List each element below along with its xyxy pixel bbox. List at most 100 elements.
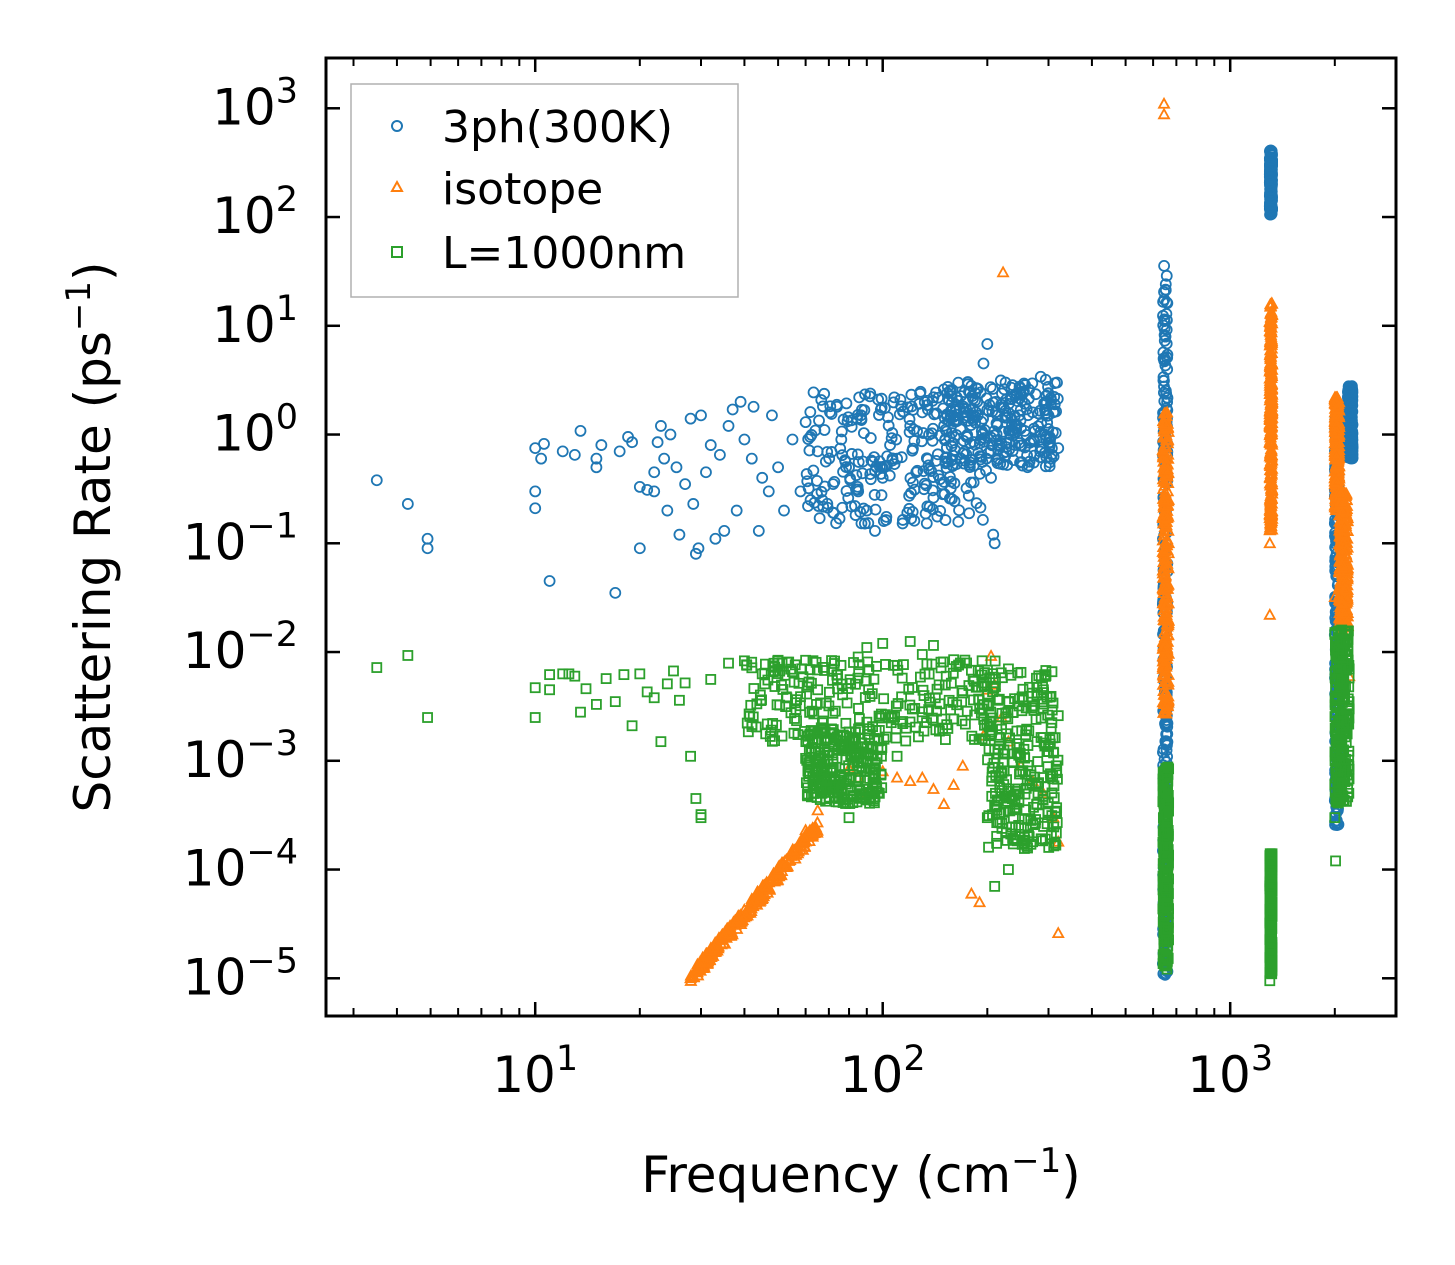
band-point — [891, 660, 903, 671]
band-point — [859, 388, 871, 401]
data-point — [695, 812, 707, 824]
band-point — [807, 826, 822, 838]
data-point — [996, 265, 1010, 278]
band-point — [1265, 406, 1279, 418]
band-point — [804, 706, 816, 718]
band-point — [1265, 144, 1277, 157]
band-point — [1042, 423, 1055, 435]
band-point — [894, 393, 907, 406]
band-point — [759, 678, 771, 690]
band-point — [1157, 544, 1172, 557]
band-point — [869, 503, 882, 516]
band-point — [1158, 334, 1171, 347]
data-point — [705, 674, 717, 685]
band-point — [1162, 844, 1174, 855]
band-point — [1051, 802, 1063, 814]
band-point — [1330, 409, 1344, 422]
data-point — [937, 383, 950, 396]
band-point — [923, 463, 935, 476]
data-point — [992, 452, 1005, 465]
data-point — [529, 485, 542, 498]
band-point — [1158, 510, 1172, 523]
band-point — [963, 461, 976, 474]
data-point — [987, 528, 1000, 541]
band-point — [805, 747, 817, 758]
data-point — [756, 471, 769, 484]
band-point — [1001, 411, 1014, 424]
band-point — [815, 394, 828, 406]
band-point — [882, 419, 895, 432]
series-2 — [371, 624, 1355, 987]
band-point — [1331, 637, 1343, 649]
data-point — [529, 502, 542, 515]
band-point — [927, 491, 940, 504]
data-point — [1042, 409, 1055, 422]
band-point — [1041, 416, 1054, 429]
band-point — [986, 790, 998, 802]
band-point — [739, 909, 753, 922]
band-point — [1340, 731, 1351, 743]
band-point — [940, 734, 951, 745]
band-point — [1340, 502, 1354, 514]
band-point — [950, 458, 963, 471]
band-point — [1163, 797, 1175, 809]
band-point — [826, 727, 838, 739]
band-point — [1337, 694, 1349, 706]
data-point — [758, 879, 773, 892]
data-point — [1335, 596, 1349, 609]
band-point — [1265, 964, 1276, 976]
data-point — [673, 528, 686, 541]
band-point — [1156, 443, 1170, 455]
data-point — [718, 524, 731, 537]
band-point — [1157, 346, 1170, 359]
band-point — [872, 741, 884, 753]
band-point — [989, 655, 1001, 667]
data-point — [1158, 702, 1172, 714]
band-point — [900, 722, 912, 734]
band-point — [835, 425, 848, 438]
data-point — [1343, 703, 1355, 715]
band-point — [828, 781, 840, 793]
band-point — [1343, 392, 1355, 405]
data-point — [973, 895, 987, 908]
band-point — [824, 406, 836, 419]
band-point — [921, 500, 934, 513]
band-point — [781, 692, 793, 704]
data-point — [1159, 841, 1171, 853]
data-point — [633, 542, 646, 555]
data-point — [811, 445, 824, 458]
band-point — [977, 513, 989, 526]
band-point — [840, 485, 853, 497]
data-point — [966, 664, 977, 676]
legend-label-isotope: isotope — [442, 164, 603, 215]
band-point — [874, 712, 886, 724]
band-point — [1037, 791, 1049, 802]
data-point — [641, 686, 653, 698]
band-point — [1265, 922, 1276, 934]
band-point — [972, 446, 985, 459]
band-point — [1048, 792, 1060, 803]
band-point — [807, 655, 819, 667]
y-tick-label: 10−5 — [183, 941, 298, 1006]
band-point — [908, 514, 921, 527]
band-point — [900, 735, 912, 747]
band-point — [1330, 425, 1344, 438]
data-point — [371, 662, 383, 673]
x-tick-label: 102 — [840, 1039, 926, 1104]
band-point — [923, 668, 935, 680]
data-point — [904, 420, 917, 432]
band-point — [1264, 355, 1278, 368]
band-point — [1340, 550, 1354, 563]
data-point — [843, 461, 855, 474]
band-point — [945, 677, 957, 689]
y-tick-label: 10−1 — [183, 506, 298, 571]
band-point — [802, 782, 814, 794]
legend-marker-isotope — [390, 179, 404, 192]
data-point — [916, 649, 928, 660]
band-point — [1158, 418, 1172, 431]
band-point — [993, 771, 1005, 783]
y-tick-label: 103 — [212, 71, 298, 136]
data-point — [1052, 442, 1065, 455]
band-point — [1019, 834, 1031, 846]
band-point — [988, 682, 1000, 694]
